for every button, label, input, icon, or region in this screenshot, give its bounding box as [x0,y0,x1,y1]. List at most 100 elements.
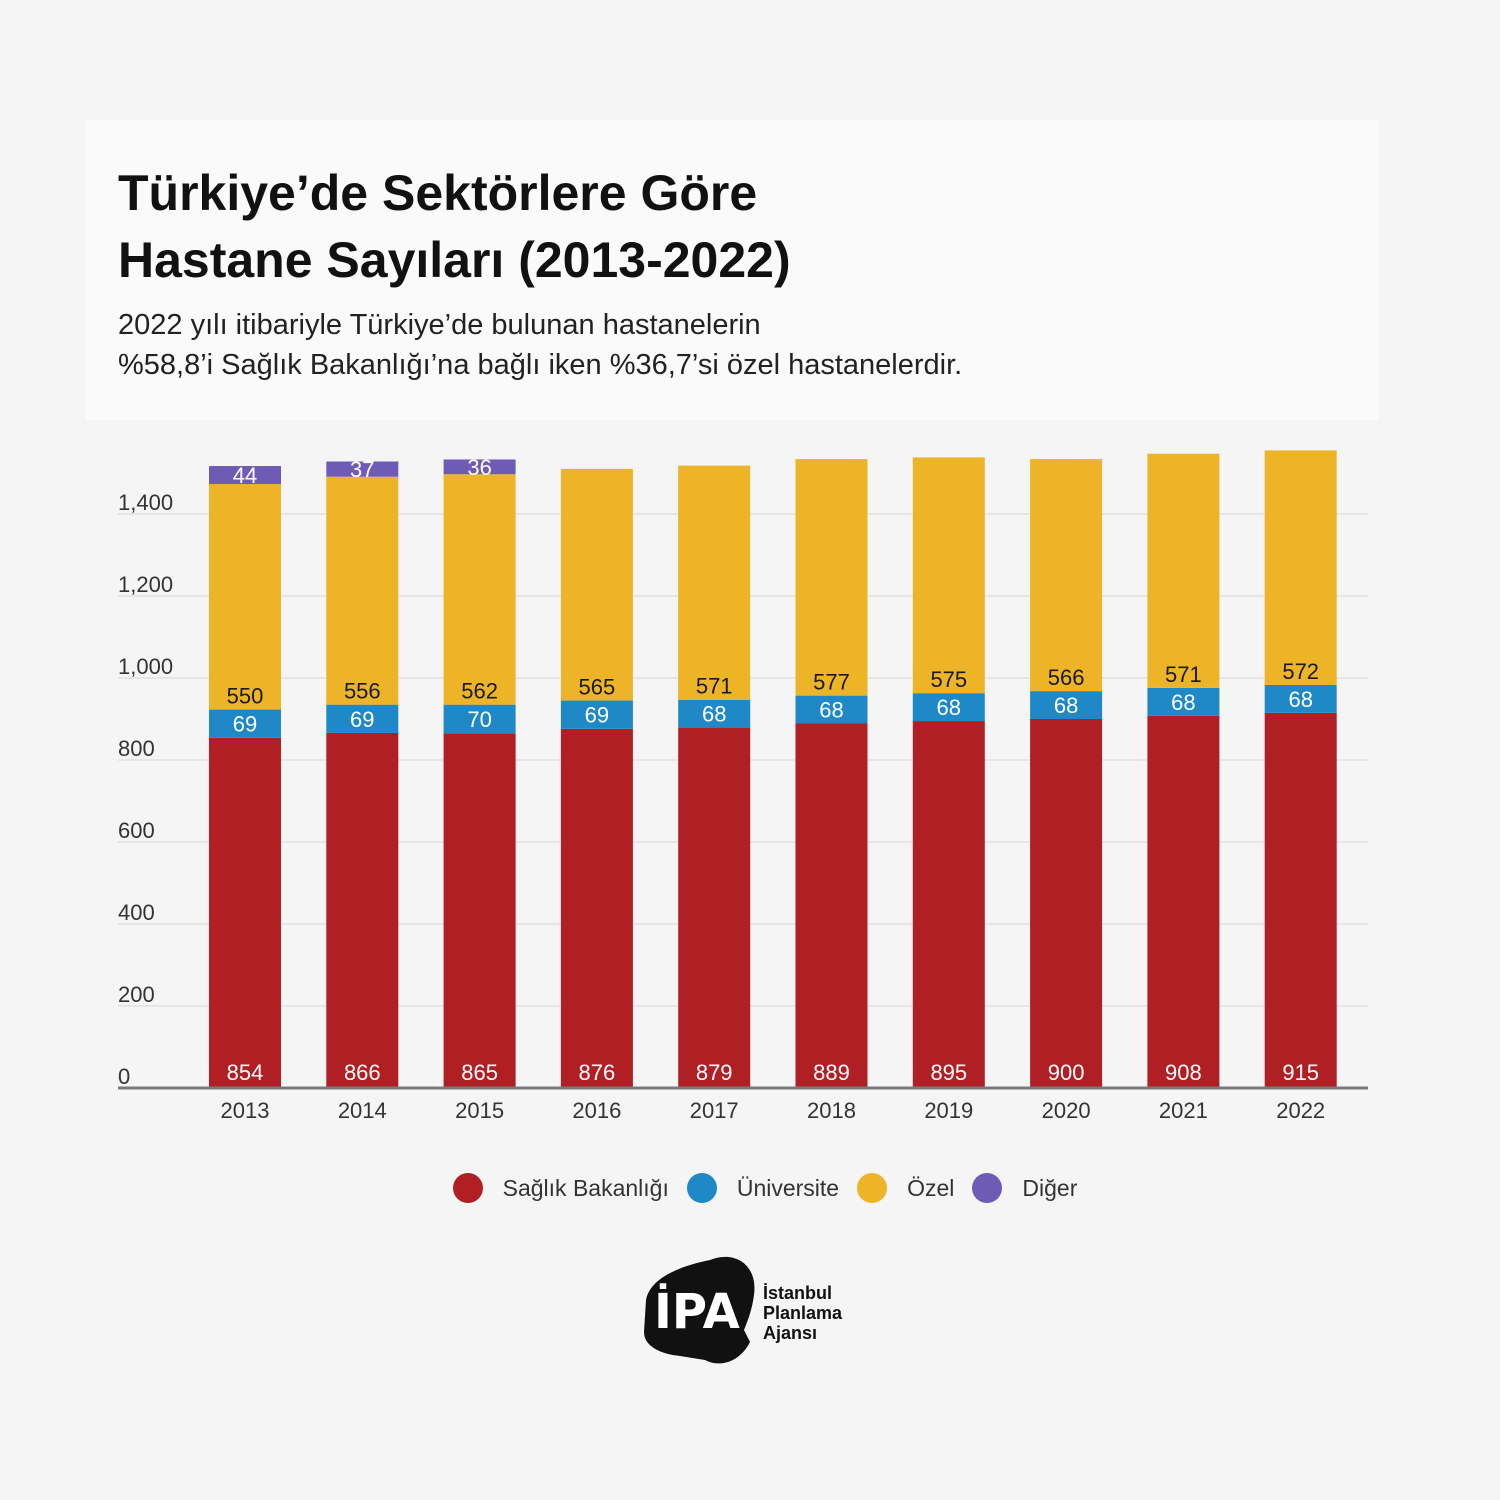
ipa-logo: İPA [644,1256,755,1364]
bar-segment [1264,712,1337,1088]
bar-segment [209,484,281,710]
bar-segment [443,733,516,1088]
bars [209,450,1337,1088]
logo-text: İstanbul Planlama Ajansı [763,1283,842,1343]
bar-segment [443,704,516,734]
legend-item: Sağlık Bakanlığı [452,1173,669,1203]
x-tick-label: 2016 [572,1098,621,1123]
bar-segment [209,466,281,485]
bar-segment [1030,459,1103,692]
x-tick-label: 2020 [1042,1098,1091,1123]
bar-segment [795,695,868,724]
legend-item: Diğer [972,1173,1077,1203]
data-label: 854 [227,1060,264,1085]
data-label: 37 [350,457,374,482]
y-tick-label: 200 [118,982,155,1007]
x-tick-label: 2022 [1276,1098,1325,1123]
bar-segment [326,461,399,477]
data-label: 900 [1048,1060,1085,1085]
bar-segment [326,704,399,733]
data-label: 575 [930,667,967,692]
legend-label: Özel [907,1174,955,1201]
y-tick-label: 0 [118,1064,130,1089]
logo-text-line-3: Ajansı [763,1323,818,1343]
bar-segment [1264,684,1337,713]
bar-segment [326,732,399,1088]
data-label: 577 [813,670,850,695]
data-label: 68 [1171,690,1195,715]
bar-segment [1147,687,1220,716]
y-tick-label: 400 [118,900,155,925]
axes: 0 200 400 600 800 1,000 1,200 1,400 2013 2014 2015… [118,490,1368,1123]
bar-segment [560,700,633,729]
x-tick-label: 2019 [924,1098,973,1123]
data-label: 866 [344,1060,381,1085]
bar-segment [912,693,985,722]
data-label: 566 [1048,665,1085,690]
data-label: 68 [702,702,726,727]
x-tick-label: 2018 [807,1098,856,1123]
y-tick-label: 800 [118,736,155,761]
bar-segment [1147,715,1220,1088]
logo-text-line-1: İstanbul [763,1283,833,1303]
legend: Sağlık Bakanlığı Üniversite Özel Diğer [0,1168,1500,1208]
bar-segment [912,721,985,1088]
x-tick-label: 2017 [690,1098,739,1123]
bar-segment [795,723,868,1088]
bar-segment [209,709,281,738]
y-tick-label: 1,200 [118,572,173,597]
data-label: 879 [696,1060,733,1085]
title-line-1: Türkiye’de Sektörlere Göre [118,165,758,221]
bar-segment [209,737,281,1088]
data-label: 68 [819,698,843,723]
data-label: 565 [579,675,616,700]
bar-segment [560,728,633,1088]
data-label: 876 [579,1060,616,1085]
bar-segment [795,459,868,696]
y-tick-label: 600 [118,818,155,843]
data-label: 895 [930,1060,967,1085]
chart-subtitle: 2022 yılı itibariyle Türkiye’de bulunan … [118,305,1268,385]
data-label: 571 [1165,662,1202,687]
data-label: 556 [344,679,381,704]
legend-swatch [972,1173,1003,1203]
data-label: 908 [1165,1060,1202,1085]
data-label: 572 [1282,659,1319,684]
bar-segment [678,465,751,700]
y-tick-label: 1,400 [118,490,173,515]
logo-text-line-2: Planlama [763,1303,843,1323]
header-card [86,120,1378,420]
bar-segment [443,459,516,475]
data-label: 70 [467,707,491,732]
data-label: 36 [467,455,491,480]
bar-segment [560,468,633,701]
data-labels: 854 69 550 44 866 69 556 37 865 70 562 36 876 69 565 87… [227,455,1319,1085]
y-tick-label: 1,000 [118,654,173,679]
bar-segment [1030,691,1103,719]
x-tick-label: 2021 [1159,1098,1208,1123]
bar-segment [326,476,399,705]
legend-label: Sağlık Bakanlığı [502,1174,669,1201]
data-label: 68 [1288,687,1312,712]
x-tick-label: 2013 [221,1098,270,1123]
data-label: 571 [696,674,733,699]
x-tick-label: 2015 [455,1098,504,1123]
data-label: 68 [937,695,961,720]
data-label: 550 [227,684,264,709]
data-label: 68 [1054,693,1078,718]
legend-swatch [857,1173,888,1203]
logo-mark: İPA [654,1283,740,1340]
legend-swatch [452,1173,483,1203]
bar-segment [1147,453,1220,688]
data-label: 865 [461,1060,498,1085]
x-tick-label: 2014 [338,1098,387,1123]
bar-segment [678,727,751,1088]
bar-segment [912,457,985,694]
bar-segment [678,699,751,728]
legend-item: Üniversite [686,1173,839,1203]
data-label: 69 [350,707,374,732]
legend-swatch [686,1173,717,1203]
data-label: 44 [233,463,257,488]
subtitle-line-1: 2022 yılı itibariyle Türkiye’de bulunan … [118,309,761,341]
